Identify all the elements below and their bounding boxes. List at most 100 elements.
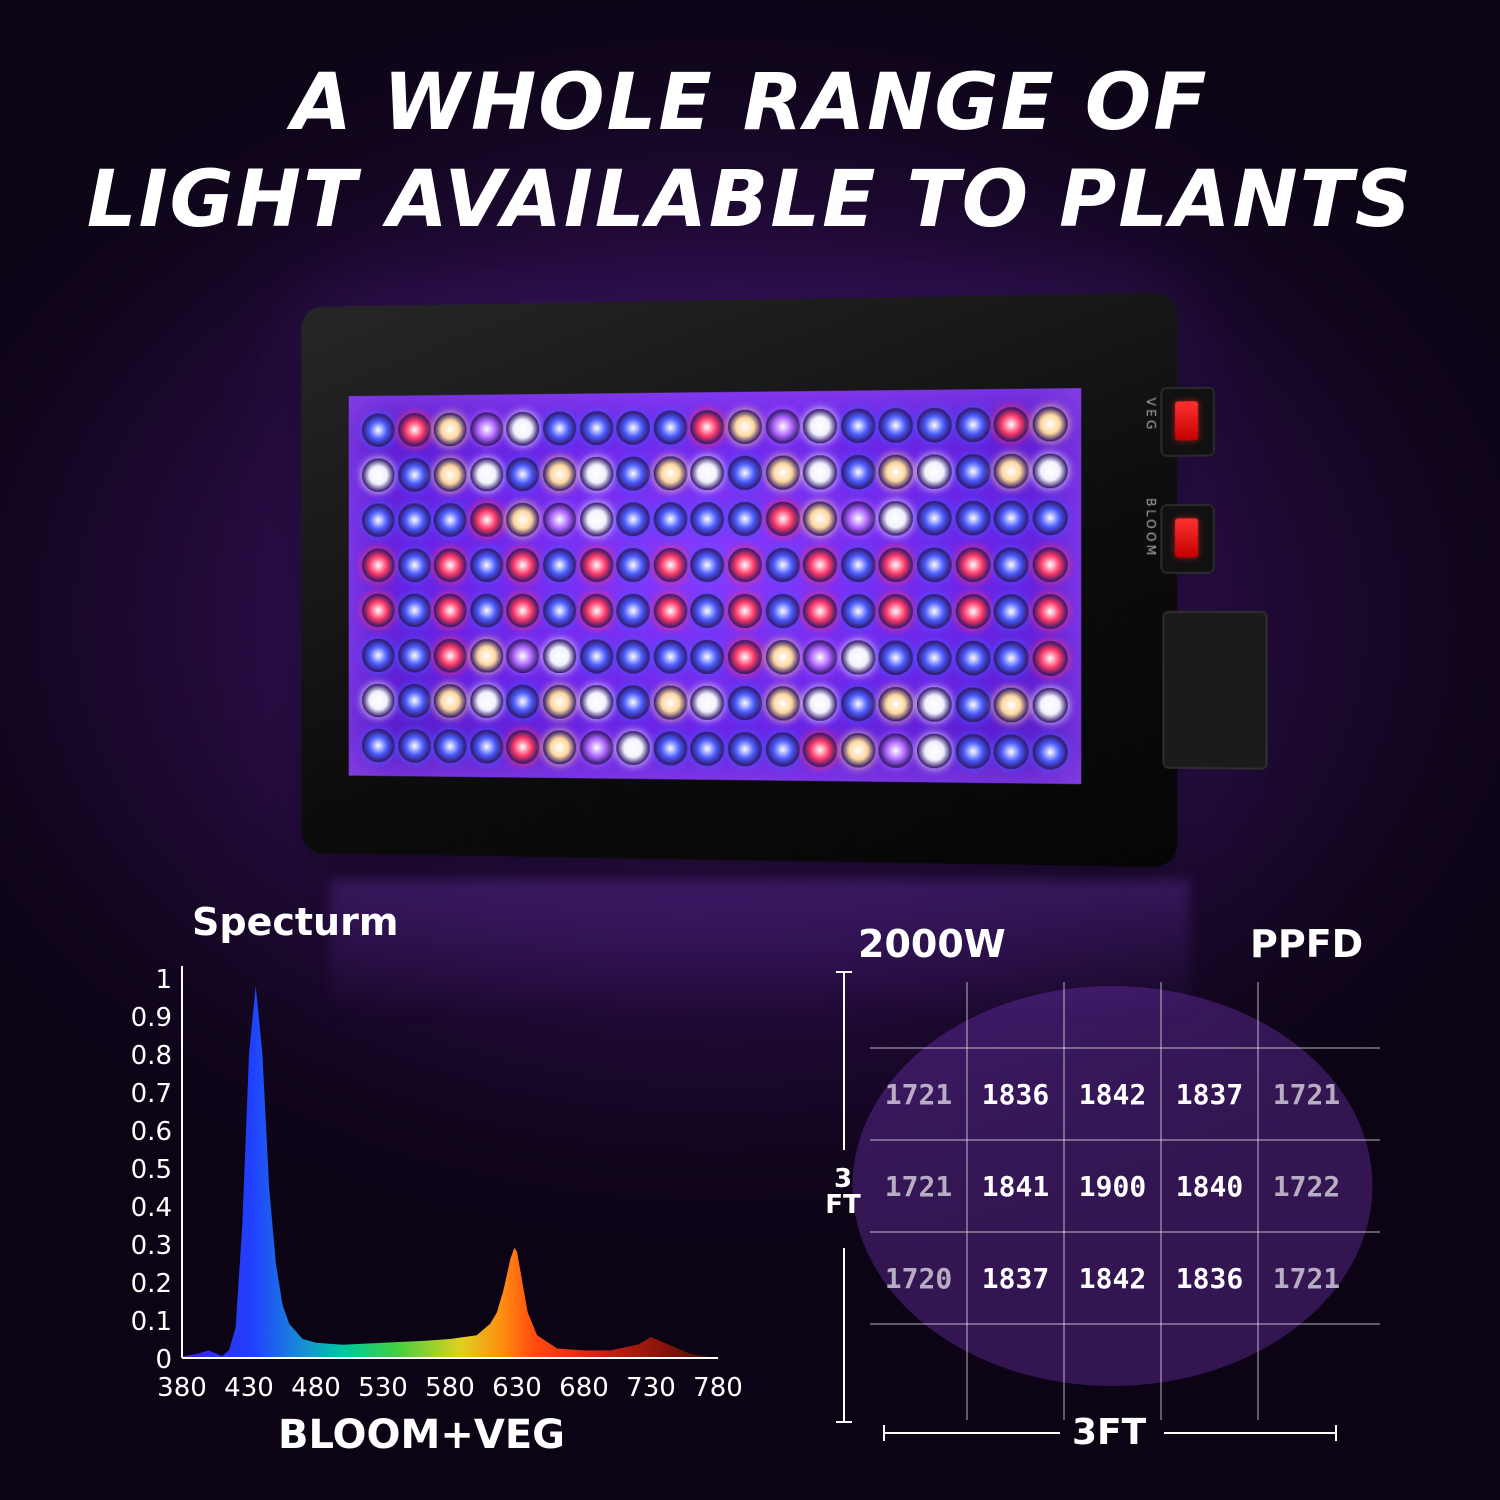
led-chip bbox=[617, 594, 650, 628]
led-chip bbox=[580, 503, 613, 537]
led-chip bbox=[765, 409, 799, 443]
led-chip bbox=[543, 412, 576, 446]
led-chip bbox=[362, 729, 394, 763]
led-chip bbox=[803, 502, 837, 536]
led-chip bbox=[434, 503, 467, 537]
spectrum-y-tick-label: 0.6 bbox=[131, 1117, 172, 1147]
led-chip bbox=[765, 686, 799, 720]
led-chip bbox=[728, 502, 762, 536]
led-chip bbox=[841, 687, 875, 722]
spectrum-y-tick-label: 0.5 bbox=[131, 1155, 172, 1185]
led-chip bbox=[728, 594, 762, 628]
led-chip bbox=[691, 640, 725, 674]
led-chip bbox=[994, 547, 1029, 582]
led-chip bbox=[803, 733, 837, 768]
led-chip bbox=[1032, 407, 1067, 442]
ppfd-cell-value: 1721 bbox=[885, 1170, 952, 1203]
led-chip bbox=[617, 457, 650, 491]
led-chip bbox=[841, 640, 875, 674]
led-chip bbox=[994, 454, 1029, 489]
ppfd-cell-value: 1836 bbox=[982, 1078, 1049, 1111]
led-chip bbox=[617, 548, 650, 582]
led-chip bbox=[434, 413, 467, 447]
led-chip bbox=[803, 409, 837, 443]
led-chip bbox=[543, 730, 576, 764]
spectrum-x-tick-label: 480 bbox=[291, 1373, 341, 1403]
led-chip bbox=[654, 731, 688, 765]
led-chip bbox=[917, 594, 952, 628]
spectrum-y-tick-label: 0.3 bbox=[131, 1231, 172, 1261]
led-chip bbox=[580, 685, 613, 719]
led-chip bbox=[507, 503, 540, 537]
led-chip bbox=[362, 594, 394, 627]
led-chip bbox=[362, 549, 394, 582]
led-chip bbox=[470, 548, 503, 582]
led-chip bbox=[654, 640, 688, 674]
led-chip bbox=[362, 504, 394, 537]
led-chip bbox=[507, 685, 540, 719]
led-chip bbox=[955, 501, 990, 536]
height-dimension-label: 3 FT bbox=[818, 1166, 868, 1218]
led-chip bbox=[1032, 594, 1067, 629]
led-chip bbox=[470, 730, 503, 764]
ppfd-cell-value: 1837 bbox=[1176, 1078, 1243, 1111]
led-chip bbox=[841, 594, 875, 628]
led-chip bbox=[470, 503, 503, 537]
led-chip bbox=[728, 732, 762, 766]
led-chip bbox=[654, 686, 688, 720]
led-chip bbox=[470, 412, 503, 446]
led-chip bbox=[470, 639, 503, 673]
led-chip bbox=[434, 458, 467, 492]
led-chip bbox=[728, 548, 762, 582]
led-chip bbox=[955, 734, 990, 769]
bloom-switch-rocker bbox=[1175, 518, 1198, 557]
led-chip bbox=[617, 502, 650, 536]
led-chip bbox=[580, 731, 613, 765]
height-dimension-unit: FT bbox=[818, 1192, 868, 1218]
led-chip bbox=[765, 548, 799, 582]
led-chip bbox=[691, 456, 725, 490]
led-chip bbox=[728, 686, 762, 720]
led-chip bbox=[879, 641, 913, 675]
led-chip bbox=[543, 457, 576, 491]
led-chip bbox=[434, 548, 467, 581]
led-panel bbox=[349, 388, 1082, 784]
led-chip bbox=[543, 685, 576, 719]
led-chip bbox=[507, 457, 540, 491]
led-chip bbox=[543, 639, 576, 673]
led-chip bbox=[917, 501, 952, 536]
led-chip bbox=[580, 639, 613, 673]
led-chip bbox=[507, 412, 540, 446]
grow-light-product: VEG BLOOM bbox=[288, 300, 1188, 870]
led-chip bbox=[362, 639, 394, 672]
led-chip bbox=[841, 455, 875, 489]
led-chip bbox=[879, 594, 913, 628]
led-chip bbox=[1032, 500, 1067, 535]
led-chip bbox=[917, 548, 952, 582]
led-chip bbox=[841, 409, 875, 444]
spectrum-y-tick-label: 0.8 bbox=[131, 1041, 172, 1071]
led-chip bbox=[617, 640, 650, 674]
led-chip bbox=[765, 732, 799, 766]
led-chip bbox=[765, 594, 799, 628]
led-chip bbox=[398, 729, 431, 763]
bloom-switch bbox=[1160, 504, 1215, 574]
led-chip bbox=[654, 410, 688, 444]
spectrum-x-tick-label: 780 bbox=[693, 1373, 743, 1403]
led-chip bbox=[580, 411, 613, 445]
spectrum-y-tick-label: 1 bbox=[155, 965, 172, 995]
led-chip bbox=[841, 548, 875, 582]
led-chip bbox=[765, 502, 799, 536]
led-chip bbox=[879, 733, 913, 768]
led-chip bbox=[803, 455, 837, 489]
led-chip bbox=[543, 548, 576, 582]
spectrum-chart-title: Specturm bbox=[192, 900, 398, 944]
led-chip bbox=[507, 639, 540, 673]
led-chip bbox=[1032, 547, 1067, 582]
led-chip bbox=[398, 549, 431, 582]
led-chip bbox=[994, 688, 1029, 723]
led-chip bbox=[728, 456, 762, 490]
led-chip bbox=[879, 548, 913, 582]
led-chip bbox=[917, 687, 952, 722]
veg-switch-label: VEG bbox=[1144, 398, 1159, 433]
